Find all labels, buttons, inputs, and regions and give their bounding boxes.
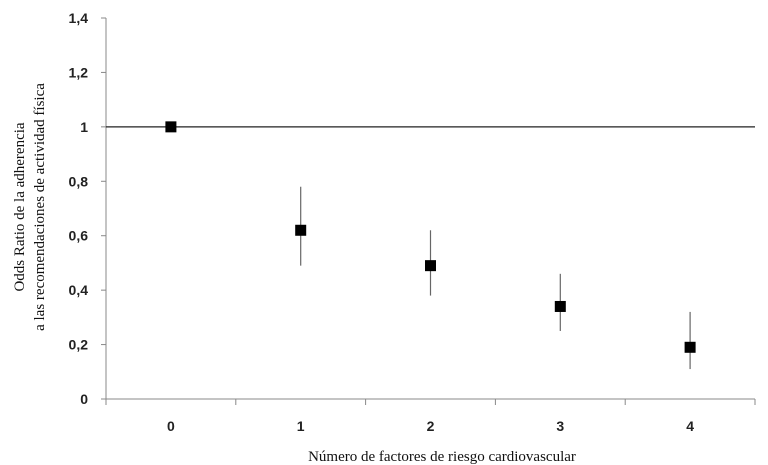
x-tick-label: 4	[686, 418, 694, 434]
y-axis-title-line-2: a las recomendaciones de actividad físic…	[32, 83, 48, 331]
data-point-marker	[684, 341, 696, 353]
data-point-marker	[425, 260, 436, 272]
data-point-marker	[165, 121, 177, 133]
x-tick-label: 0	[167, 418, 175, 434]
x-axis-title: Número de factores de riesgo cardiovascu…	[308, 449, 576, 465]
axes	[101, 17, 756, 405]
y-tick-label: 1,2	[69, 64, 89, 80]
data-point-marker	[554, 300, 566, 312]
y-tick-label: 0,8	[69, 173, 89, 189]
x-tick-label: 3	[556, 418, 564, 434]
y-tick-label: 1,4	[69, 10, 89, 26]
x-tick-label: 2	[427, 418, 435, 434]
x-tick-label: 1	[297, 418, 305, 434]
error-bars	[300, 186, 691, 370]
y-tick-label: 1	[80, 119, 88, 135]
y-axis-title-line-1: Odds Ratio de la adherencia	[12, 122, 28, 291]
tick-labels: 0 0,2 0,4 0,6 0,8 1 1,2 1,4 0 1 2 3 4	[69, 10, 695, 434]
data-point-marker	[295, 224, 307, 236]
y-tick-label: 0,4	[69, 282, 89, 298]
y-tick-label: 0,2	[69, 337, 89, 353]
y-tick-label: 0	[80, 391, 88, 407]
y-tick-label: 0,6	[69, 228, 89, 244]
data-markers	[165, 121, 696, 353]
